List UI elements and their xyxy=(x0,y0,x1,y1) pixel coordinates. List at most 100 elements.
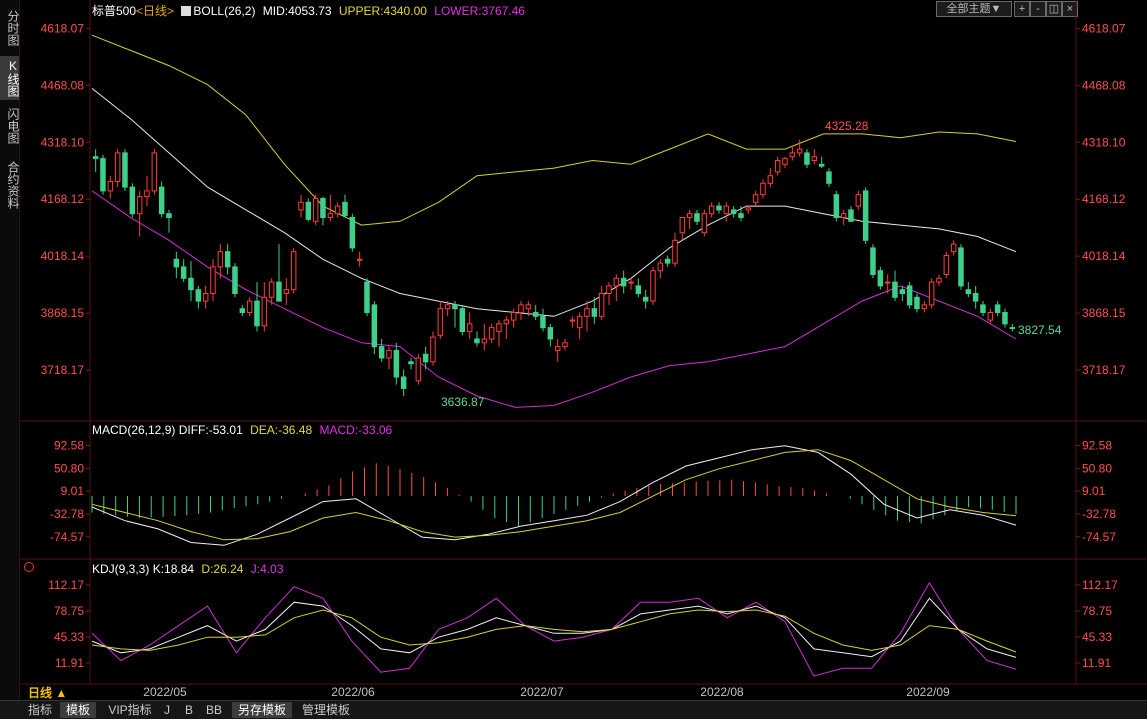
theme-select[interactable]: 全部主题▼ xyxy=(936,1,1012,17)
main_panel-label-left: 4468.08 xyxy=(41,78,85,92)
candle-body xyxy=(430,336,436,363)
candle-body xyxy=(796,148,803,154)
tab-contract-info[interactable]: 合约资料 xyxy=(6,161,20,209)
candle-body xyxy=(760,182,766,196)
macd-title[interactable]: MACD(26,12,9) xyxy=(92,423,176,437)
tab-vip-indicators[interactable]: VIP指标 xyxy=(108,703,152,717)
x-axis-label: 2022/08 xyxy=(700,685,744,699)
candle-body xyxy=(840,213,847,218)
kdj_panel-label-left: 45.33 xyxy=(54,630,84,644)
boll-lower-line xyxy=(91,190,1017,408)
candle-body xyxy=(188,277,194,291)
candle-body xyxy=(334,205,341,215)
x-axis-label: 2022/07 xyxy=(520,685,564,699)
candle-body xyxy=(466,323,473,332)
boll-lower-value: LOWER:3767.46 xyxy=(434,4,525,18)
main_panel-label-left: 4018.14 xyxy=(41,249,85,263)
close-icon[interactable]: × xyxy=(1062,1,1078,17)
candle-body xyxy=(166,213,172,218)
period-button[interactable]: 日线 ▲ xyxy=(28,686,68,700)
indicator-icon[interactable] xyxy=(181,6,192,16)
save-template-button[interactable]: 另存模板 xyxy=(232,702,292,718)
candle-body xyxy=(408,361,414,365)
candle-body xyxy=(474,338,480,344)
candle-body xyxy=(210,266,216,294)
remove-button[interactable]: - xyxy=(1030,1,1046,17)
restore-icon[interactable]: ◫ xyxy=(1046,1,1062,17)
bottom-tab-bar: 指标 模板 VIP指标 J B BB 另存模板 管理模板 xyxy=(0,700,1147,719)
tab-kline[interactable]: K线图 xyxy=(0,56,20,100)
candle-body xyxy=(378,346,385,359)
candle-body xyxy=(906,285,913,306)
kdj-title[interactable]: KDJ(9,3,3) xyxy=(92,562,150,576)
manage-template-button[interactable]: 管理模板 xyxy=(301,703,350,717)
candle-body xyxy=(532,312,539,317)
candle-body xyxy=(994,304,1001,313)
kdj-j-value: J:4.03 xyxy=(250,562,284,576)
candle-body xyxy=(437,308,444,336)
add-button[interactable]: + xyxy=(1014,1,1030,17)
candle-body xyxy=(752,194,759,203)
candle-body xyxy=(774,160,781,173)
tab-bb[interactable]: BB xyxy=(205,703,222,717)
candle-body xyxy=(826,171,832,184)
boll-label[interactable]: BOLL(26,2) xyxy=(193,4,256,18)
macd_panel-label-right: -74.57 xyxy=(1082,530,1116,544)
candle-body xyxy=(202,293,209,302)
candle-body xyxy=(862,190,869,241)
tab-indicators[interactable]: 指标 xyxy=(27,703,52,717)
candle-body xyxy=(488,327,495,340)
tab-b[interactable]: B xyxy=(184,703,193,717)
candle-body xyxy=(716,205,722,211)
candle-body xyxy=(877,270,884,287)
candle-body xyxy=(892,281,898,298)
candle-body xyxy=(914,296,920,310)
settings-icon[interactable] xyxy=(24,562,34,572)
candle-body xyxy=(782,158,788,165)
candle-body xyxy=(107,180,114,192)
tab-j[interactable]: J xyxy=(164,703,170,717)
main_panel-label-left: 4618.07 xyxy=(41,21,85,35)
candle-body xyxy=(943,255,950,275)
kdj-k-value: K:18.84 xyxy=(152,562,195,576)
tab-timeshare[interactable]: 分时图 xyxy=(6,10,20,46)
candle-body xyxy=(701,213,708,234)
macd-dea-value: DEA:-36.48 xyxy=(250,423,313,437)
candle-body xyxy=(444,304,451,310)
macd_panel-label-right: -32.78 xyxy=(1082,507,1116,521)
candle-body xyxy=(767,175,774,184)
kdj-k-line xyxy=(91,597,1017,658)
tab-templates[interactable]: 模板 xyxy=(60,702,96,718)
macd_panel-label-left: -32.78 xyxy=(50,507,84,521)
candle-body xyxy=(422,353,429,363)
candle-body xyxy=(312,198,319,222)
macd-diff-line xyxy=(91,445,1017,546)
macd_panel-label-left: -74.57 xyxy=(50,530,84,544)
candle-body xyxy=(525,304,532,310)
candle-body xyxy=(950,243,957,253)
macd_panel-label-left: 9.01 xyxy=(61,484,85,498)
candle-body xyxy=(562,342,568,348)
candle-body xyxy=(217,251,224,268)
candle-body xyxy=(884,281,891,284)
candle-body xyxy=(239,308,246,314)
candle-body xyxy=(620,277,627,287)
candle-body xyxy=(694,213,700,222)
candle-body xyxy=(386,349,392,359)
tab-flash-chart[interactable]: 闪电图 xyxy=(6,108,20,144)
candle-body xyxy=(789,152,796,158)
candle-body xyxy=(349,217,356,249)
candle-body xyxy=(686,213,693,218)
candle-body xyxy=(664,258,671,264)
candle-body xyxy=(290,251,297,291)
main_panel-label-right: 4168.12 xyxy=(1082,192,1126,206)
boll-mid-line xyxy=(91,88,1017,317)
candle-body xyxy=(965,289,972,295)
candle-body xyxy=(584,308,590,317)
macd-value: MACD:-33.06 xyxy=(319,423,393,437)
main-legend: 标普500<日线> BOLL(26,2) MID:4053.73 UPPER:4… xyxy=(92,2,525,19)
candle-body xyxy=(144,190,150,198)
candle-body xyxy=(452,304,458,310)
candle-body xyxy=(723,205,730,215)
